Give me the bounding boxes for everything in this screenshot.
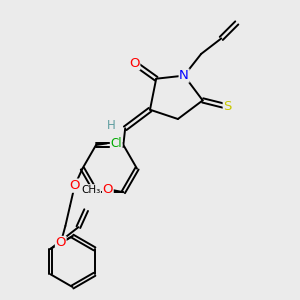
Text: CH₃: CH₃ xyxy=(81,185,101,195)
Text: H: H xyxy=(107,119,116,132)
Text: O: O xyxy=(103,183,113,196)
Text: N: N xyxy=(179,69,189,82)
Text: Cl: Cl xyxy=(110,137,122,150)
Text: S: S xyxy=(223,100,232,113)
Text: O: O xyxy=(56,236,66,250)
Text: O: O xyxy=(69,179,80,192)
Text: O: O xyxy=(129,57,140,70)
